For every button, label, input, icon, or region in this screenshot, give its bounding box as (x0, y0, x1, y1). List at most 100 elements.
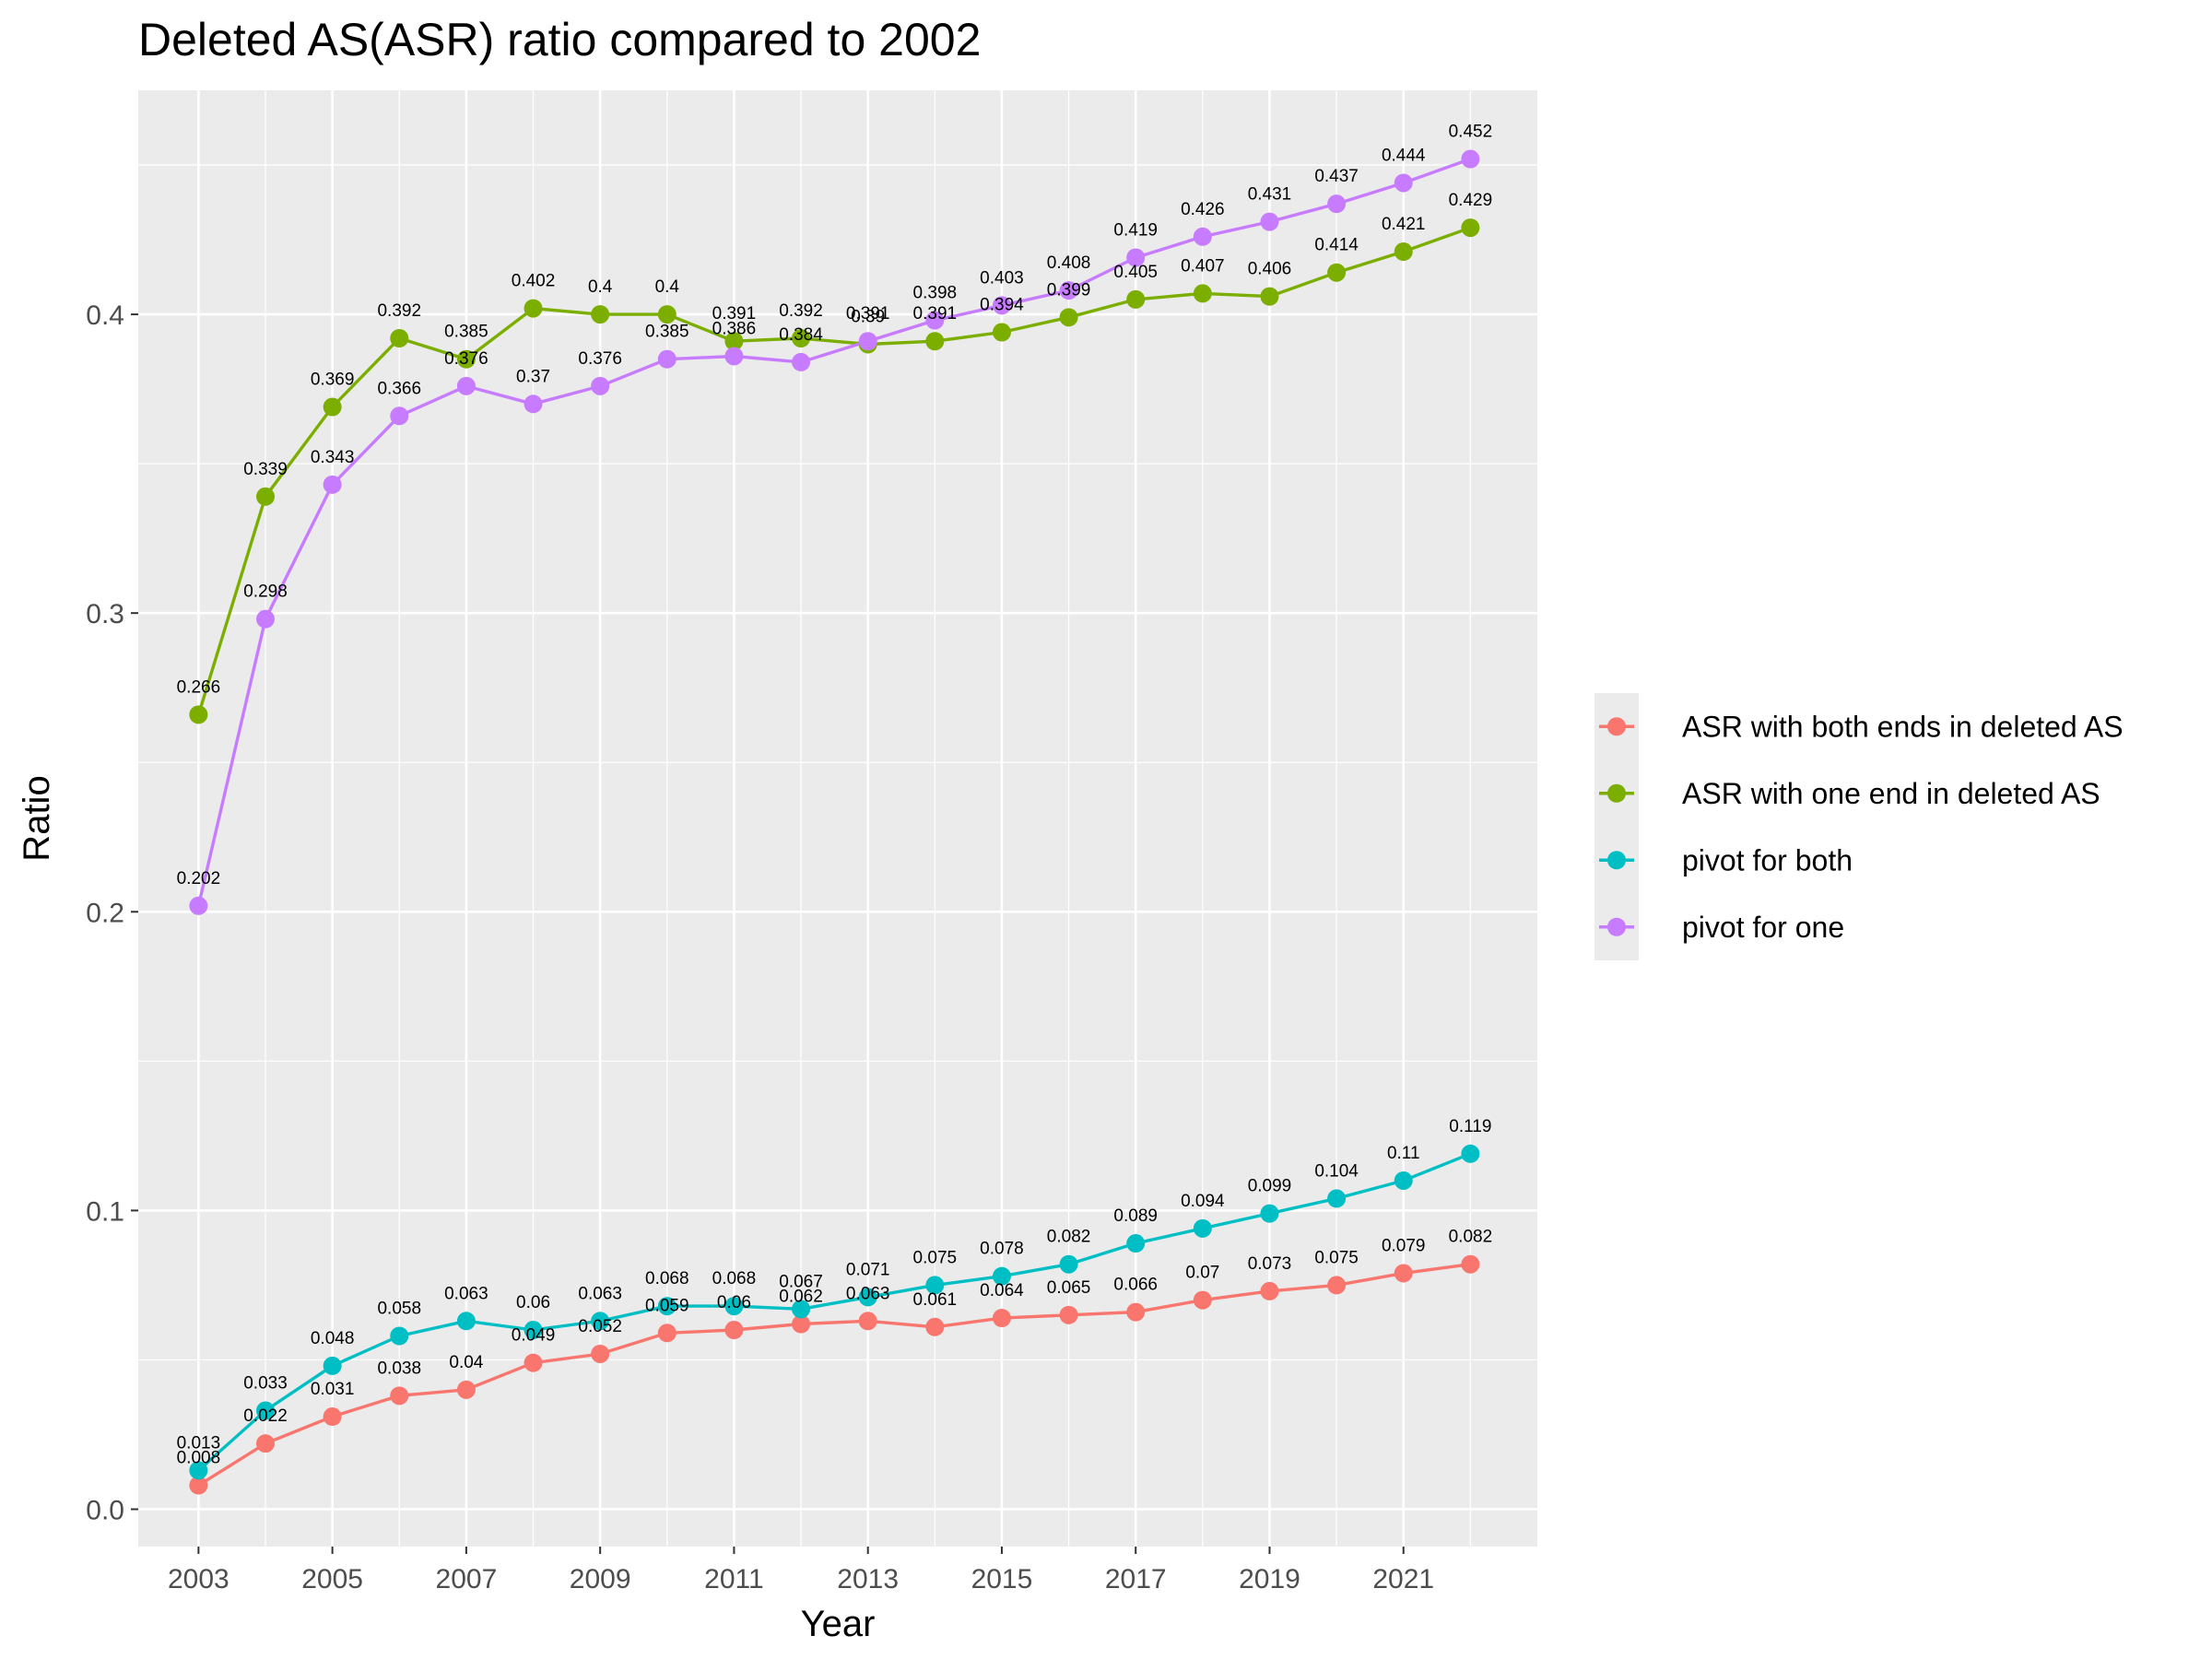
data-point (456, 1380, 476, 1399)
data-point (925, 1317, 945, 1336)
data-point (1126, 248, 1146, 267)
data-label: 0.075 (913, 1248, 958, 1267)
data-point (858, 1312, 877, 1331)
data-point (524, 1353, 543, 1372)
data-point (456, 349, 476, 369)
data-label: 0.392 (779, 301, 823, 321)
y-tick-label: 0.3 (86, 599, 124, 629)
data-label: 0.068 (712, 1269, 757, 1288)
data-label: 0.063 (846, 1284, 890, 1303)
data-label: 0.082 (1047, 1228, 1091, 1247)
data-label: 0.061 (913, 1290, 958, 1310)
data-label: 0.4 (655, 277, 680, 297)
data-point (657, 1324, 677, 1343)
data-point (524, 394, 543, 414)
data-label: 0.04 (449, 1353, 483, 1372)
data-point (189, 1461, 208, 1480)
data-point (1126, 1234, 1146, 1253)
data-label: 0.073 (1248, 1254, 1292, 1274)
data-point (792, 1300, 811, 1319)
data-point (256, 487, 275, 506)
data-point (1059, 308, 1078, 327)
data-point (1260, 212, 1279, 231)
data-point (323, 475, 342, 494)
data-point (390, 1326, 409, 1346)
data-point (323, 1407, 342, 1427)
data-label: 0.369 (311, 371, 355, 390)
data-point (1327, 1276, 1347, 1295)
data-label: 0.048 (311, 1329, 355, 1348)
data-label: 0.202 (177, 869, 221, 888)
data-label: 0.06 (717, 1293, 751, 1312)
data-label: 0.038 (377, 1359, 421, 1378)
data-point (456, 376, 476, 395)
data-label: 0.426 (1181, 200, 1225, 219)
series-lines (196, 157, 1472, 1488)
y-tick-label: 0.0 (86, 1495, 124, 1525)
data-point (323, 397, 342, 417)
data-label: 0.339 (243, 460, 288, 479)
data-point (657, 1297, 677, 1316)
data-point (1059, 281, 1078, 300)
x-axis: 2003 2005 2007 2009 2011 2013 2015 2017 2019 2021 (168, 1547, 1434, 1594)
x-tick-label: 2017 (1105, 1564, 1167, 1594)
series-line-3 (197, 1152, 1472, 1472)
x-tick-label: 2013 (837, 1564, 899, 1594)
data-point (724, 347, 744, 366)
data-point (1126, 289, 1146, 309)
data-point (1126, 1302, 1146, 1322)
data-label: 0.408 (1047, 253, 1091, 273)
data-label: 0.063 (578, 1284, 622, 1303)
legend-label: ASR with both ends in deleted AS (1682, 710, 2124, 743)
x-tick-label: 2009 (570, 1564, 631, 1594)
data-label: 0.452 (1449, 123, 1493, 142)
data-label: 0.07 (1185, 1264, 1219, 1283)
data-label: 0.429 (1449, 191, 1493, 210)
data-point (256, 1434, 275, 1453)
data-label: 0.075 (1314, 1248, 1359, 1267)
data-label: 0.392 (377, 301, 421, 321)
data-point (591, 1312, 610, 1331)
data-label: 0.406 (1248, 260, 1292, 279)
data-label: 0.298 (243, 582, 288, 602)
data-label: 0.082 (1449, 1228, 1493, 1247)
data-label: 0.419 (1113, 220, 1158, 240)
data-point (1193, 1218, 1212, 1238)
data-label: 0.06 (516, 1293, 550, 1312)
data-label: 0.385 (645, 323, 689, 342)
data-point (524, 1321, 543, 1340)
data-point (992, 323, 1011, 342)
data-point (724, 332, 744, 351)
data-label: 0.385 (444, 323, 488, 342)
data-label: 0.391 (712, 304, 757, 324)
data-point (992, 1309, 1011, 1328)
data-point (1260, 1204, 1279, 1223)
legend-key-point (1607, 783, 1626, 803)
data-label: 0.376 (444, 349, 488, 369)
x-tick-label: 2007 (436, 1564, 498, 1594)
data-point (992, 1266, 1011, 1286)
x-tick-label: 2003 (168, 1564, 229, 1594)
data-label: 0.071 (846, 1260, 890, 1279)
data-point (792, 1314, 811, 1334)
data-point (1461, 1254, 1480, 1274)
data-label: 0.079 (1382, 1236, 1426, 1255)
data-point (524, 299, 543, 318)
series-points (189, 149, 1480, 1495)
data-point (390, 406, 409, 426)
legend-background (1594, 693, 1639, 960)
data-label: 0.063 (444, 1284, 488, 1303)
data-labels: 0.008 0.022 0.031 0.038 0.04 0.049 0.052 0.059 0… (177, 123, 1493, 1468)
legend-label: ASR with one end in deleted AS (1682, 777, 2100, 810)
y-axis: 0.0 0.1 0.2 0.3 0.4 (86, 300, 138, 1525)
data-label: 0.399 (1047, 280, 1091, 300)
legend: ASR with both ends in deleted AS ASR with… (1594, 693, 2124, 960)
data-point (1260, 287, 1279, 306)
data-point (1394, 242, 1413, 262)
data-label: 0.444 (1382, 146, 1426, 165)
data-label: 0.067 (779, 1272, 823, 1291)
series-line-2 (196, 226, 1471, 715)
data-point (189, 896, 208, 915)
data-point (1394, 1171, 1413, 1190)
data-point (390, 329, 409, 348)
